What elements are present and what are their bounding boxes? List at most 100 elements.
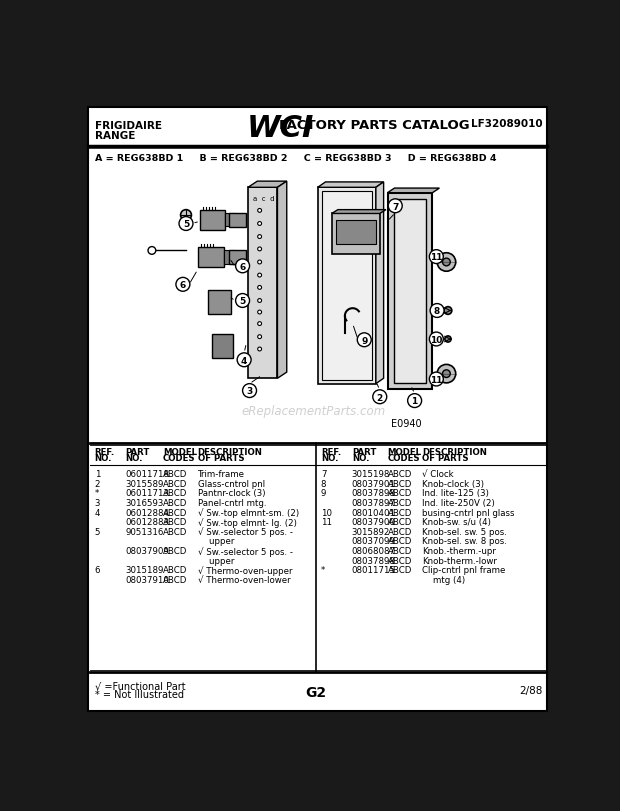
Text: Knob-sel. sw. 8 pos.: Knob-sel. sw. 8 pos. bbox=[422, 537, 507, 546]
Circle shape bbox=[429, 251, 443, 264]
Text: 3015198: 3015198 bbox=[352, 470, 390, 478]
Text: *: * bbox=[321, 566, 325, 575]
Bar bbox=[198, 248, 224, 268]
Text: 06012884: 06012884 bbox=[125, 508, 169, 517]
Text: Pantnr-clock (3): Pantnr-clock (3) bbox=[198, 489, 265, 498]
Text: ABCD: ABCD bbox=[162, 547, 187, 556]
Text: CODES: CODES bbox=[388, 453, 420, 462]
Text: 5: 5 bbox=[94, 527, 100, 536]
Text: 3: 3 bbox=[94, 499, 100, 508]
Circle shape bbox=[258, 335, 262, 339]
Text: 5: 5 bbox=[239, 297, 246, 306]
Text: MODEL: MODEL bbox=[388, 447, 422, 457]
Text: ABCD: ABCD bbox=[388, 527, 412, 536]
Text: Panel-cntrl mtg.: Panel-cntrl mtg. bbox=[198, 499, 266, 508]
Circle shape bbox=[258, 299, 262, 303]
Text: DESCRIPTION: DESCRIPTION bbox=[198, 447, 262, 457]
Text: ABCD: ABCD bbox=[162, 470, 187, 478]
Text: Ind. lite-125 (3): Ind. lite-125 (3) bbox=[422, 489, 489, 498]
Text: ABCD: ABCD bbox=[162, 489, 187, 498]
Text: 1: 1 bbox=[412, 397, 418, 406]
Text: 9051316: 9051316 bbox=[125, 527, 164, 536]
Text: ABCD: ABCD bbox=[388, 508, 412, 517]
Text: 6: 6 bbox=[94, 566, 100, 575]
Text: ABCD: ABCD bbox=[388, 566, 412, 575]
Text: ABCD: ABCD bbox=[162, 479, 187, 488]
Text: ABCD: ABCD bbox=[388, 537, 412, 546]
Text: 4: 4 bbox=[241, 356, 247, 365]
Text: 10: 10 bbox=[321, 508, 332, 517]
Text: 9: 9 bbox=[361, 337, 368, 345]
Text: NO.: NO. bbox=[94, 453, 112, 462]
Text: 9: 9 bbox=[321, 489, 326, 498]
Text: Glass-cntrol pnl: Glass-cntrol pnl bbox=[198, 479, 265, 488]
Text: ABCD: ABCD bbox=[388, 470, 412, 478]
Bar bbox=[322, 192, 372, 380]
Bar bbox=[335, 221, 376, 245]
Text: 08037099: 08037099 bbox=[352, 537, 396, 546]
Text: RANGE: RANGE bbox=[94, 131, 135, 140]
Text: ABCD: ABCD bbox=[162, 566, 187, 575]
Text: OF PARTS: OF PARTS bbox=[422, 453, 469, 462]
Text: 08037901: 08037901 bbox=[352, 479, 396, 488]
Text: 10: 10 bbox=[430, 336, 443, 345]
Text: √ Clock: √ Clock bbox=[422, 470, 454, 478]
Text: ABCD: ABCD bbox=[388, 547, 412, 556]
Text: WCI: WCI bbox=[247, 114, 314, 144]
Text: Knob-clock (3): Knob-clock (3) bbox=[422, 479, 484, 488]
Text: 3015892: 3015892 bbox=[352, 527, 390, 536]
Circle shape bbox=[258, 348, 262, 351]
Text: NO.: NO. bbox=[321, 453, 339, 462]
Text: a  c  d: a c d bbox=[253, 196, 274, 202]
Text: 08011715: 08011715 bbox=[352, 566, 396, 575]
Text: upper: upper bbox=[198, 556, 234, 565]
Text: 5: 5 bbox=[183, 220, 189, 229]
Circle shape bbox=[258, 247, 262, 251]
Text: FRIGIDAIRE: FRIGIDAIRE bbox=[94, 120, 162, 131]
Text: G2: G2 bbox=[306, 684, 327, 699]
Text: 3015189: 3015189 bbox=[125, 566, 164, 575]
Circle shape bbox=[258, 209, 262, 213]
Text: REF.: REF. bbox=[321, 447, 341, 457]
Text: OF PARTS: OF PARTS bbox=[198, 453, 244, 462]
Text: ABCD: ABCD bbox=[162, 499, 187, 508]
Bar bbox=[394, 200, 427, 384]
Polygon shape bbox=[278, 182, 286, 379]
Text: ABCD: ABCD bbox=[388, 517, 412, 526]
Text: *: * bbox=[94, 489, 99, 498]
Text: ABCD: ABCD bbox=[388, 556, 412, 565]
Circle shape bbox=[258, 322, 262, 326]
Text: ABCD: ABCD bbox=[162, 527, 187, 536]
Text: √ =Functional Part: √ =Functional Part bbox=[94, 680, 185, 690]
Text: ABCD: ABCD bbox=[162, 508, 187, 517]
Text: Knob-sel. sw. 5 pos.: Knob-sel. sw. 5 pos. bbox=[422, 527, 507, 536]
Text: 11: 11 bbox=[321, 517, 332, 526]
Text: Knob-therm.-lowr: Knob-therm.-lowr bbox=[422, 556, 497, 565]
Circle shape bbox=[258, 286, 262, 290]
Text: DESCRIPTION: DESCRIPTION bbox=[422, 447, 487, 457]
Text: 08037898: 08037898 bbox=[352, 556, 396, 565]
Text: 7: 7 bbox=[392, 203, 399, 212]
Text: 3016593: 3016593 bbox=[125, 499, 164, 508]
Circle shape bbox=[445, 337, 451, 342]
Text: 1: 1 bbox=[94, 470, 100, 478]
Bar bbox=[224, 213, 236, 226]
Text: ABCD: ABCD bbox=[388, 479, 412, 488]
Text: 8: 8 bbox=[434, 307, 440, 316]
Circle shape bbox=[373, 390, 387, 404]
Text: 08037898: 08037898 bbox=[352, 489, 396, 498]
Text: upper: upper bbox=[198, 537, 234, 546]
Circle shape bbox=[258, 235, 262, 239]
Text: busing-cntrl pnl glass: busing-cntrl pnl glass bbox=[422, 508, 515, 517]
Circle shape bbox=[408, 394, 422, 408]
Bar bbox=[200, 211, 224, 230]
Text: FACTORY PARTS CATALOG: FACTORY PARTS CATALOG bbox=[279, 119, 469, 132]
Polygon shape bbox=[388, 189, 440, 194]
Text: 8: 8 bbox=[321, 479, 326, 488]
Text: 08037900: 08037900 bbox=[352, 517, 396, 526]
Text: 08068087: 08068087 bbox=[352, 547, 396, 556]
Text: PART: PART bbox=[352, 447, 376, 457]
Circle shape bbox=[237, 354, 251, 367]
Text: Trim-frame: Trim-frame bbox=[198, 470, 245, 478]
Bar bbox=[211, 334, 233, 358]
